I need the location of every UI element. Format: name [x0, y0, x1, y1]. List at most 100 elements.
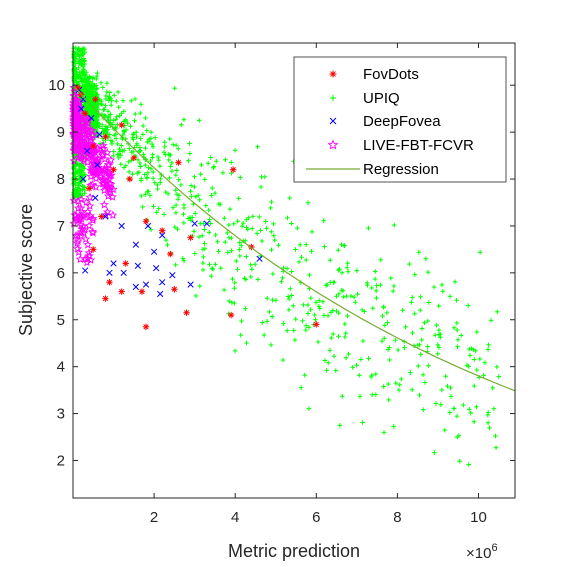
upiq-point	[339, 242, 344, 248]
upiq-point	[181, 211, 186, 217]
upiq-point	[281, 321, 286, 326]
upiq-point	[412, 272, 418, 277]
upiq-point	[468, 410, 474, 416]
upiq-point	[474, 367, 480, 373]
upiq-point	[122, 123, 128, 128]
upiq-point	[474, 404, 479, 410]
upiq-point	[173, 210, 179, 216]
live-fbt-fcvr-point	[98, 150, 108, 160]
upiq-point	[440, 289, 446, 294]
upiq-point	[237, 253, 243, 259]
upiq-point	[336, 310, 342, 316]
upiq-point	[192, 174, 197, 180]
fovdots-point	[167, 250, 174, 258]
upiq-point	[121, 109, 127, 114]
upiq-point	[216, 249, 221, 254]
upiq-point	[140, 123, 146, 129]
upiq-point	[301, 302, 306, 308]
upiq-point	[432, 450, 437, 455]
live-fbt-fcvr-point	[105, 187, 115, 197]
upiq-point	[485, 347, 491, 352]
upiq-point	[199, 162, 204, 168]
fovdots-point	[106, 279, 113, 286]
upiq-point	[232, 300, 237, 306]
upiq-point	[292, 337, 298, 343]
upiq-point	[434, 322, 439, 328]
y-tick-label: 10	[48, 77, 65, 94]
upiq-point	[409, 295, 415, 300]
upiq-point	[150, 144, 156, 150]
upiq-point	[309, 229, 315, 235]
upiq-point	[426, 300, 432, 305]
upiq-point	[110, 153, 116, 159]
upiq-point	[203, 203, 209, 208]
upiq-point	[439, 282, 445, 288]
upiq-point	[237, 175, 243, 180]
upiq-point	[127, 146, 132, 151]
upiq-point	[155, 154, 161, 160]
upiq-point	[254, 231, 260, 236]
upiq-point	[485, 420, 491, 426]
upiq-point	[220, 170, 226, 176]
upiq-point	[82, 187, 88, 193]
upiq-point	[79, 68, 85, 74]
y-tick-label: 9	[57, 124, 65, 141]
upiq-point	[306, 406, 312, 411]
upiq-point	[360, 420, 365, 425]
upiq-point	[494, 309, 500, 315]
upiq-point	[286, 307, 292, 313]
upiq-point	[150, 169, 156, 175]
live-fbt-fcvr-point	[100, 154, 110, 163]
live-fbt-fcvr-point	[98, 140, 108, 150]
upiq-point	[237, 240, 243, 245]
upiq-point	[390, 288, 396, 294]
upiq-point	[448, 385, 453, 391]
upiq-point	[391, 283, 397, 289]
live-fbt-fcvr-point	[101, 178, 111, 187]
upiq-point	[161, 149, 167, 155]
upiq-point	[128, 123, 133, 129]
upiq-point	[280, 357, 286, 363]
upiq-point	[373, 288, 379, 294]
upiq-point	[298, 385, 304, 390]
fovdots-point	[98, 213, 105, 220]
upiq-point	[295, 225, 300, 231]
upiq-point	[126, 169, 132, 175]
x-tick-label: 8	[393, 509, 401, 526]
upiq-point	[173, 142, 179, 148]
upiq-point	[289, 293, 294, 298]
upiq-point	[237, 247, 242, 252]
upiq-point	[130, 135, 135, 141]
upiq-point	[378, 257, 384, 263]
upiq-point	[406, 261, 412, 267]
upiq-point	[493, 433, 498, 439]
upiq-point	[270, 297, 275, 303]
upiq-point	[167, 136, 173, 142]
upiq-point	[317, 306, 323, 311]
upiq-point	[290, 303, 296, 309]
upiq-point	[105, 108, 111, 114]
fovdots-point	[122, 260, 129, 267]
legend: FovDots UPIQ DeepFovea LIVE-FBT-FCVR Reg…	[293, 56, 507, 183]
upiq-point	[108, 112, 113, 117]
upiq-point	[452, 279, 458, 285]
upiq-point	[445, 383, 450, 389]
upiq-point	[243, 306, 248, 311]
upiq-point	[433, 401, 439, 406]
upiq-point	[225, 230, 230, 236]
upiq-point	[181, 202, 187, 208]
upiq-point	[144, 174, 150, 180]
upiq-point	[381, 305, 387, 310]
upiq-point	[362, 309, 367, 314]
upiq-point	[420, 372, 426, 378]
upiq-point	[408, 370, 413, 375]
upiq-point	[126, 159, 131, 165]
upiq-point	[134, 134, 139, 140]
live-fbt-fcvr-point	[92, 169, 102, 178]
upiq-point	[192, 251, 198, 256]
upiq-point	[270, 271, 276, 277]
upiq-point	[213, 232, 218, 238]
upiq-point	[82, 166, 87, 171]
upiq-point	[150, 152, 156, 158]
upiq-point	[410, 330, 415, 336]
